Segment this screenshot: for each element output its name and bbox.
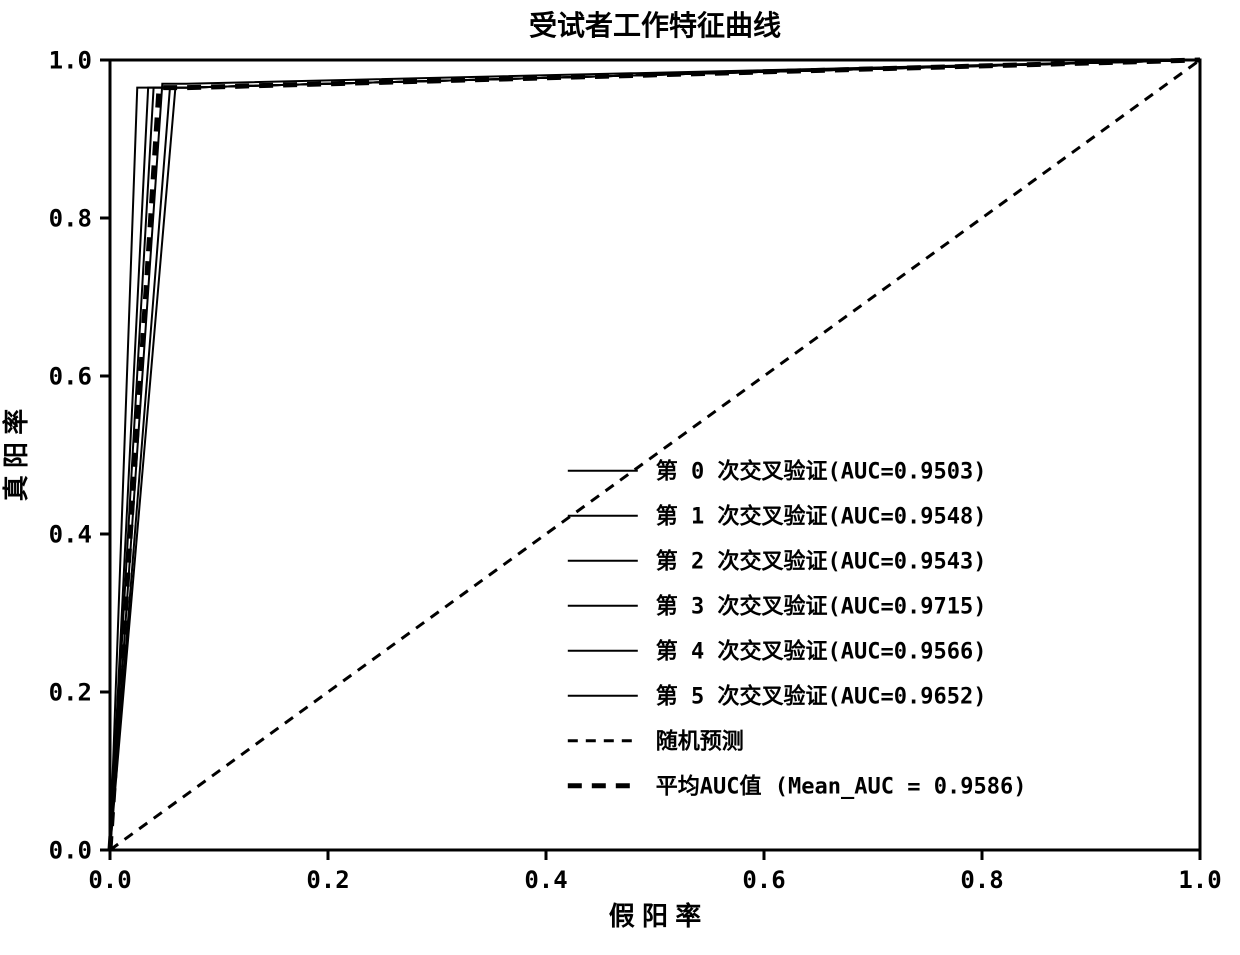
x-tick-label: 0.2 <box>306 866 349 894</box>
y-tick-label: 1.0 <box>49 46 92 74</box>
legend-label: 第 1 次交叉验证(AUC=0.9548) <box>656 504 987 530</box>
y-tick-label: 0.6 <box>49 362 92 390</box>
x-tick-label: 0.4 <box>524 866 567 894</box>
legend-label: 平均AUC值 (Mean_AUC = 0.9586) <box>656 774 1027 800</box>
legend-label: 第 2 次交叉验证(AUC=0.9543) <box>656 549 987 575</box>
y-tick-label: 0.2 <box>49 678 92 706</box>
legend-label: 第 3 次交叉验证(AUC=0.9715) <box>656 594 987 620</box>
x-tick-label: 0.6 <box>742 866 785 894</box>
legend-label: 第 5 次交叉验证(AUC=0.9652) <box>656 684 987 710</box>
y-tick-label: 0.8 <box>49 204 92 232</box>
legend-label: 第 0 次交叉验证(AUC=0.9503) <box>656 459 987 485</box>
x-axis-label: 假 阳 率 <box>609 901 701 931</box>
y-tick-label: 0.0 <box>49 836 92 864</box>
chart-title: 受试者工作特征曲线 <box>529 10 781 41</box>
chart-svg: 受试者工作特征曲线 0.0 0.2 0.4 0.6 0.8 1.0 0.0 0.2 0.4 0.6 0… <box>0 0 1240 955</box>
legend-label: 第 4 次交叉验证(AUC=0.9566) <box>656 639 987 665</box>
chart-bg <box>0 0 1240 955</box>
legend-label: 随机预测 <box>656 729 744 755</box>
x-tick-label: 0.0 <box>88 866 131 894</box>
y-tick-label: 0.4 <box>49 520 92 548</box>
roc-chart: 受试者工作特征曲线 0.0 0.2 0.4 0.6 0.8 1.0 0.0 0.2 0.4 0.6 0… <box>0 0 1240 955</box>
x-tick-label: 1.0 <box>1178 866 1221 894</box>
x-tick-label: 0.8 <box>960 866 1003 894</box>
y-axis-label: 真 阳 率 <box>1 409 31 501</box>
